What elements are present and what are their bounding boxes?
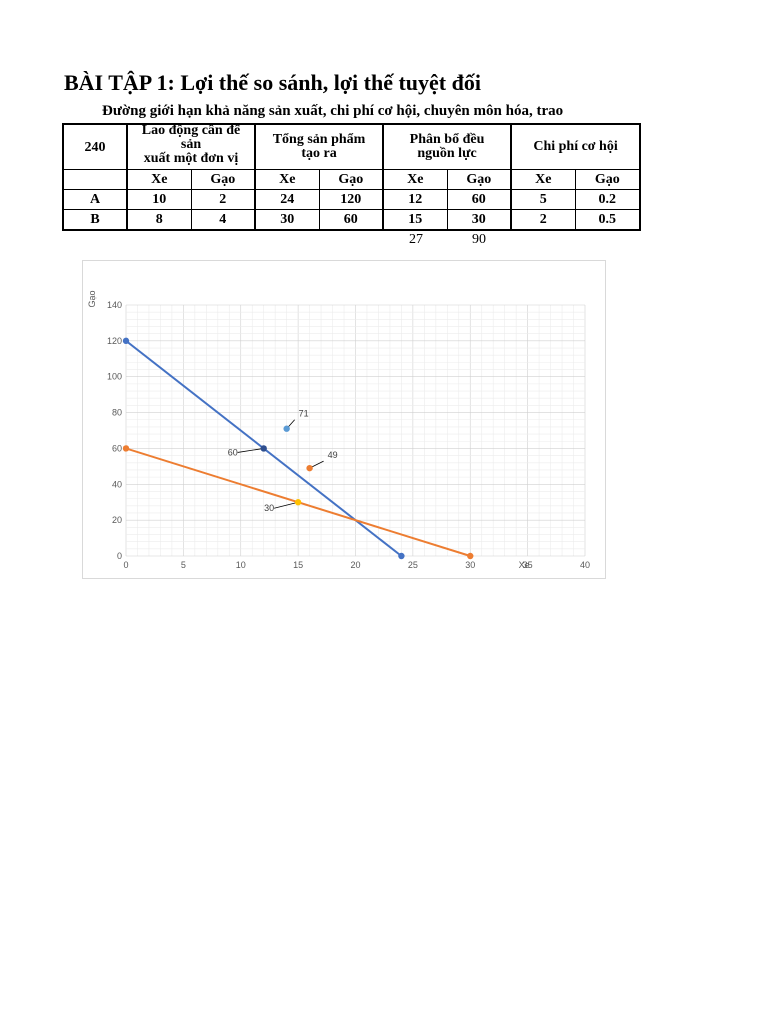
x-tick-label: 15 [293, 560, 303, 570]
row-label: B [62, 209, 128, 231]
group-header-line: Chi phí cơ hội [533, 139, 618, 154]
group-header-line: sản [180, 137, 202, 152]
table-cell: 60 [446, 189, 512, 210]
series-point [122, 337, 130, 345]
table-cell: 10 [126, 189, 192, 210]
group-header-line: xuất một đơn vị [143, 151, 239, 166]
table-cell: 2 [510, 209, 576, 231]
callout-leader [274, 501, 299, 509]
series-point [398, 552, 405, 560]
row-label: A [62, 189, 128, 210]
group-header-line: nguồn lực [417, 146, 477, 161]
subheader-cell: Gạo [574, 169, 641, 190]
table-cell: 5 [510, 189, 576, 210]
table-cell: 8 [126, 209, 192, 231]
table-cell: 30 [254, 209, 320, 231]
x-tick-label: 0 [123, 560, 128, 570]
extra-value-xe: 27 [409, 232, 423, 247]
chart-canvas: 0 5 10 15 20 25 30 35 40 0 20 40 60 80 100 120 140 Xe Gạo 6… [87, 290, 590, 570]
y-axis-label: Gạo [87, 290, 97, 307]
marker-label: 60 [228, 447, 238, 457]
y-tick-label: 80 [112, 408, 122, 418]
y-tick-label: 140 [107, 300, 122, 310]
extra-value-gao: 90 [472, 232, 486, 247]
series-point [122, 445, 130, 452]
group-header-line: tạo ra [301, 146, 337, 161]
table-cell: 60 [318, 209, 384, 231]
table-cell: 15 [382, 209, 448, 231]
table-cell: 12 [382, 189, 448, 210]
subheader-cell: Gạo [446, 169, 512, 190]
table-cell: 24 [254, 189, 320, 210]
table-cell: 30 [446, 209, 512, 231]
table-cell: 4 [190, 209, 256, 231]
group-header-line: Lao động cần để [141, 124, 241, 138]
group-header-line: Tổng sản phẩm [272, 132, 366, 147]
subheader-cell: Xe [382, 169, 448, 190]
page-title: BÀI TẬP 1: Lợi thế so sánh, lợi thế tuyệ… [64, 70, 481, 95]
table-cell: 0.5 [574, 209, 641, 231]
series-point [467, 552, 474, 560]
subheader-cell: Gạo [318, 169, 384, 190]
callout-leader [237, 448, 264, 453]
table-cell: 120 [318, 189, 384, 210]
x-axis-label: Xe [519, 560, 530, 570]
subheader-cell: Xe [254, 169, 320, 190]
page-subtitle: Đường giới hạn khả năng sản xuất, chi ph… [102, 103, 564, 119]
marker-point [283, 425, 290, 432]
y-tick-label: 20 [112, 515, 122, 525]
table-cell: 0.2 [574, 189, 641, 210]
table-row: A 10 2 24 120 12 60 5 0.2 [62, 189, 641, 210]
subheader-cell: Xe [126, 169, 192, 190]
x-tick-label: 30 [465, 560, 475, 570]
x-tick-label: 10 [236, 560, 246, 570]
y-tick-label: 60 [112, 443, 122, 453]
marker-point [294, 499, 302, 506]
table-row: B 8 4 30 60 15 30 2 0.5 [62, 209, 641, 231]
table-corner-cell: 240 [62, 123, 128, 170]
marker-point [260, 445, 267, 452]
group-header-line: Phân bổ đều [409, 132, 485, 147]
group-header-opportunity-cost: Chi phí cơ hội [510, 123, 641, 170]
table-cell: 2 [190, 189, 256, 210]
y-tick-label: 40 [112, 479, 122, 489]
subheader-cell: Xe [510, 169, 576, 190]
y-tick-label: 120 [107, 336, 122, 346]
marker-label: 49 [328, 450, 338, 460]
x-tick-label: 5 [181, 560, 186, 570]
y-tick-label: 100 [107, 372, 122, 382]
group-header-allocation: Phân bổ đều nguồn lực [382, 123, 512, 170]
marker-label: 30 [264, 503, 274, 513]
marker-point [306, 464, 313, 472]
x-tick-label: 25 [408, 560, 418, 570]
group-header-labor: Lao động cần để sản xuất một đơn vị [125, 123, 256, 170]
x-tick-label: 20 [350, 560, 360, 570]
x-tick-label: 40 [580, 560, 590, 570]
empty-cell [62, 169, 128, 190]
subheader-cell: Gạo [190, 169, 256, 190]
ppf-chart: 0 5 10 15 20 25 30 35 40 0 20 40 60 80 100 120 140 Xe Gạo 6… [82, 260, 606, 579]
x-tick-label: 35 [523, 560, 533, 570]
y-tick-label: 0 [117, 551, 122, 561]
data-table: 240 Lao động cần để sản xuất một đơn vị … [62, 123, 642, 231]
group-header-total: Tổng sản phẩm tạo ra [254, 123, 384, 170]
marker-label: 71 [299, 409, 309, 419]
